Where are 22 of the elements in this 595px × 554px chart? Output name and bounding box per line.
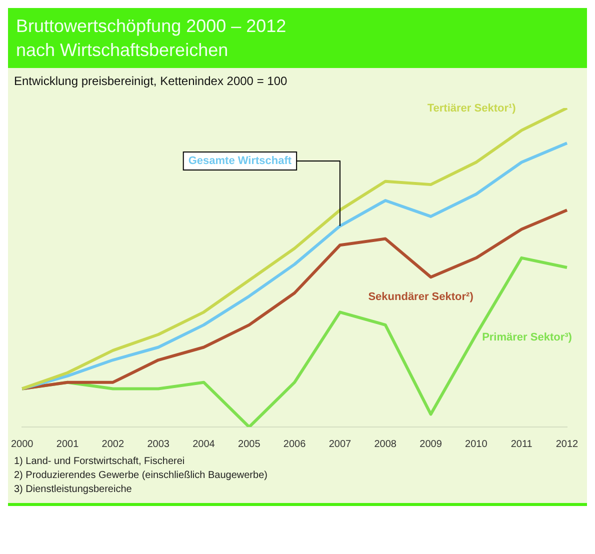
x-tick-label: 2004 — [192, 438, 216, 450]
x-tick-label: 2001 — [56, 438, 80, 450]
x-tick-label: 2010 — [465, 438, 488, 450]
chart-title: Bruttowertschöpfung 2000 – 2012 nach Wirtschaftsbereichen — [8, 8, 587, 68]
x-tick-label: 2000 — [11, 438, 34, 450]
x-tick-label: 2006 — [283, 438, 306, 450]
text: 3) Dienstleistungsbereiche — [14, 483, 133, 497]
x-tick-label: 2005 — [238, 438, 261, 450]
x-tick-label: 2012 — [556, 438, 579, 450]
text: Sekundärer Sektor²) — [368, 291, 474, 304]
text: 1) Land- und Forstwirtschaft, Fischerei — [14, 455, 186, 469]
x-tick-label: 2009 — [420, 438, 442, 450]
series-label: Tertiärer Sektor¹) — [427, 102, 516, 114]
chart-subtitle: Entwicklung preisbereinigt, Kettenindex 2000 = 100 — [13, 73, 288, 88]
x-tick-label: 2003 — [147, 438, 170, 450]
text: Gesamte Wirtschaft — [188, 155, 292, 168]
text: 2) Produzierendes Gewerbe (einschließlich Baugewerbe) — [14, 469, 268, 483]
x-tick-label: 2002 — [102, 438, 124, 450]
x-tick-label: 2011 — [510, 438, 533, 450]
x-tick-label: 2008 — [374, 438, 397, 450]
series-label: Primärer Sektor³) — [482, 332, 572, 344]
x-tick-label: 2007 — [328, 438, 352, 450]
